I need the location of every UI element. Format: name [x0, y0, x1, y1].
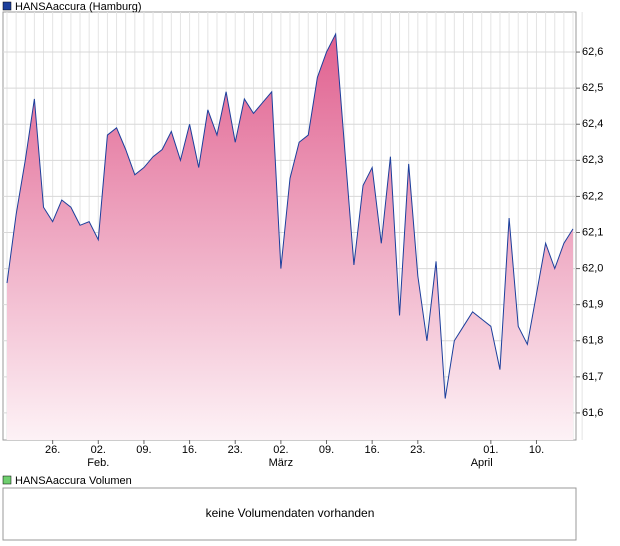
y-tick-label: 62,2 [582, 190, 603, 202]
x-month-label: April [471, 457, 493, 469]
y-tick-label: 62,0 [582, 262, 603, 274]
y-tick-label: 62,1 [582, 226, 603, 238]
legend-label: HANSAaccura (Hamburg) [15, 1, 142, 13]
y-tick-label: 62,4 [582, 118, 603, 130]
legend-swatch [2, 475, 12, 485]
y-tick-label: 61,8 [582, 335, 603, 347]
x-tick-label: 23. [228, 444, 243, 456]
x-tick-label: 16. [365, 444, 380, 456]
x-tick-label: 02. [91, 444, 106, 456]
x-tick-label: 01. [483, 444, 498, 456]
x-tick-label: 09. [136, 444, 151, 456]
x-tick-label: 10. [529, 444, 544, 456]
no-data-message: keine Volumendaten vorhanden [206, 506, 375, 520]
legend-swatch [2, 1, 12, 11]
line [6, 32, 574, 399]
x-month-label: Feb. [87, 457, 109, 469]
y-tick-label: 61,9 [582, 299, 603, 311]
y-tick-label: 61,6 [582, 407, 603, 419]
y-tick-label: 61,7 [582, 371, 603, 383]
x-tick-label: 23. [410, 444, 425, 456]
x-tick-label: 09. [319, 444, 334, 456]
y-tick-label: 62,6 [582, 46, 603, 58]
y-tick-label: 62,5 [582, 82, 603, 94]
area [7, 34, 573, 441]
volume-frame [2, 487, 577, 541]
y-tick-label: 62,3 [582, 154, 603, 166]
legend-label: HANSAaccura Volumen [15, 475, 132, 487]
x-tick-label: 26. [45, 444, 60, 456]
x-month-label: März [269, 457, 293, 469]
x-tick-label: 16. [182, 444, 197, 456]
x-tick-label: 02. [273, 444, 288, 456]
